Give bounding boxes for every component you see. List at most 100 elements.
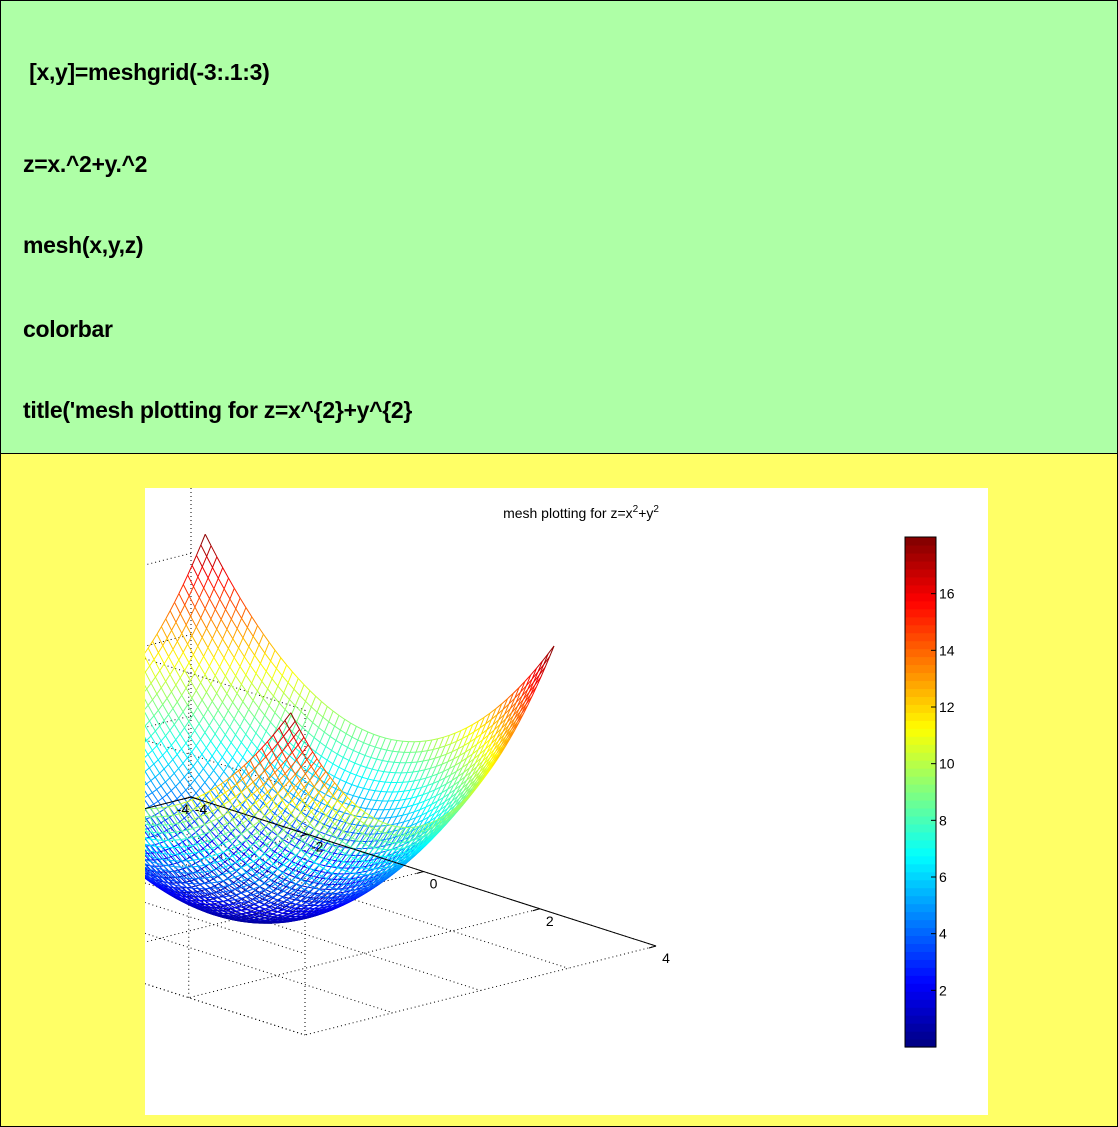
mesh-line	[369, 789, 376, 792]
mesh-line	[373, 809, 379, 819]
mesh-line	[365, 859, 371, 867]
mesh-line	[467, 724, 474, 736]
mesh-line	[235, 734, 242, 743]
mesh-line	[286, 800, 293, 808]
mesh-line	[269, 907, 275, 911]
mesh-line	[331, 872, 337, 876]
mesh-line	[261, 896, 267, 901]
mesh-line	[251, 794, 257, 803]
mesh-line	[305, 848, 312, 855]
mesh-line	[200, 534, 206, 546]
mesh-line	[187, 574, 194, 587]
mesh-line	[527, 696, 533, 706]
mesh-line	[230, 618, 238, 629]
mesh-line	[325, 826, 331, 835]
mesh-line	[376, 748, 382, 760]
mesh-line	[265, 826, 273, 832]
mesh-line	[213, 770, 220, 779]
mesh-line	[456, 761, 462, 772]
mesh-line	[467, 731, 475, 736]
mesh-line	[275, 719, 282, 729]
mesh-line	[197, 699, 203, 708]
mesh-line	[249, 802, 257, 808]
mesh-line	[447, 780, 453, 790]
mesh-line	[280, 709, 286, 720]
mesh-line	[184, 721, 190, 729]
mesh-line	[306, 706, 312, 718]
mesh-line	[320, 901, 325, 903]
mesh-line	[274, 712, 282, 720]
mesh-line	[210, 789, 217, 798]
mesh-line	[279, 918, 285, 921]
mesh-line	[444, 768, 450, 779]
mesh-line	[216, 748, 223, 758]
mesh-line	[289, 887, 295, 892]
mesh-line	[333, 898, 340, 903]
mesh-line	[339, 812, 345, 822]
mesh-line	[237, 906, 244, 908]
mesh-line	[304, 795, 311, 805]
mesh-line	[195, 626, 203, 638]
mesh-line	[226, 693, 234, 703]
mesh-line	[175, 621, 183, 634]
mesh-line	[398, 741, 404, 753]
mesh-line	[434, 809, 441, 814]
mesh-line	[232, 819, 238, 828]
mesh-line	[204, 674, 212, 685]
mesh-line	[270, 899, 277, 904]
mesh-line	[278, 702, 286, 710]
mesh-line	[415, 741, 421, 753]
mesh-line	[471, 766, 478, 776]
mesh-line	[177, 844, 185, 852]
mesh-line	[371, 873, 378, 880]
mesh-line	[252, 804, 259, 811]
mesh-line	[243, 656, 251, 666]
mesh-line	[493, 742, 501, 750]
mesh-line	[339, 820, 347, 824]
mesh-line	[375, 876, 381, 879]
mesh-line	[270, 805, 277, 812]
mesh-line	[284, 812, 292, 820]
mesh-line	[319, 821, 325, 827]
mesh-line	[291, 883, 297, 889]
mesh-line	[264, 883, 270, 888]
mesh-line	[321, 875, 327, 879]
mesh-line	[425, 768, 431, 779]
mesh-line	[162, 704, 169, 715]
mesh-line	[240, 791, 247, 801]
mesh-line	[291, 800, 298, 808]
mesh-line	[393, 859, 398, 862]
mesh-line	[234, 899, 240, 904]
mesh-line	[247, 888, 254, 892]
mesh-line	[464, 747, 472, 753]
mesh-line	[254, 654, 261, 664]
mesh-line	[356, 860, 363, 868]
mesh-line	[287, 829, 295, 836]
mesh-line	[405, 752, 411, 763]
mesh-line	[291, 752, 298, 761]
mesh-line	[403, 813, 409, 823]
mesh-line	[338, 820, 346, 829]
mesh-line	[342, 831, 348, 840]
mesh-line	[171, 630, 178, 642]
mesh-line	[261, 838, 267, 845]
mesh-line	[318, 832, 324, 838]
mesh-line	[263, 901, 269, 905]
mesh-line	[319, 856, 325, 861]
mesh-line	[227, 764, 235, 773]
mesh-line	[385, 875, 391, 880]
mesh-line	[342, 757, 350, 761]
mesh-line	[327, 870, 333, 874]
mesh-line	[239, 804, 245, 813]
mesh-line	[344, 812, 351, 816]
mesh-line	[204, 534, 212, 546]
mesh-line	[240, 872, 247, 876]
mesh-line	[299, 684, 305, 696]
mesh-line	[273, 859, 280, 865]
mesh-line	[271, 891, 278, 896]
mesh-line	[208, 725, 216, 735]
mesh-line	[231, 907, 237, 912]
mesh-line	[432, 773, 439, 784]
mesh-line	[344, 820, 350, 825]
mesh-line	[363, 742, 370, 746]
